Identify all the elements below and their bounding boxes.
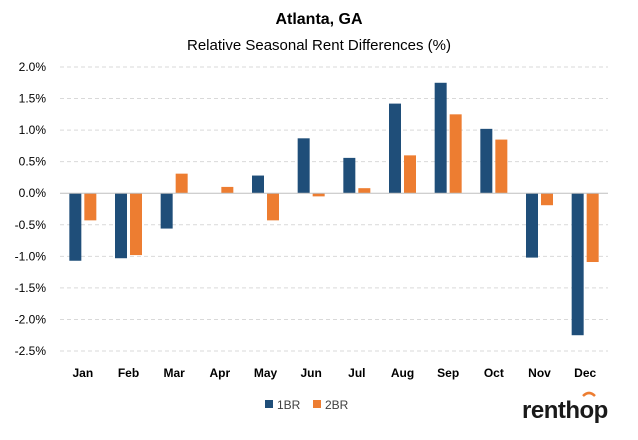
- x-tick-label: May: [254, 366, 278, 380]
- x-tick-label: Oct: [484, 366, 504, 380]
- bar-2br-jul: [358, 188, 371, 194]
- x-tick-label: Jan: [72, 366, 93, 380]
- x-tick-label: Apr: [209, 366, 230, 380]
- bars: [69, 82, 599, 336]
- y-tick-label: -2.0%: [15, 312, 47, 326]
- chart-title: Atlanta, GA: [275, 11, 363, 28]
- y-axis-ticks: 2.0% 1.5% 1.0% 0.5% 0.0% -0.5% -1.0% -1.5% -2.0%…: [15, 60, 47, 358]
- x-tick-label: Jun: [300, 366, 321, 380]
- legend-label: 1BR: [277, 398, 301, 412]
- bar-1br-jun: [297, 138, 310, 194]
- bar-1br-feb: [115, 193, 127, 259]
- bar-2br-nov: [541, 193, 553, 206]
- x-tick-label: Feb: [118, 366, 139, 380]
- chart-subtitle: Relative Seasonal Rent Differences (%): [187, 37, 451, 54]
- bar-1br-jul: [343, 157, 356, 194]
- bar-2br-jan: [84, 193, 97, 221]
- legend-swatch: [313, 400, 321, 408]
- y-tick-label: 2.0%: [19, 60, 47, 74]
- x-tick-label: Aug: [391, 366, 414, 380]
- bar-2br-oct: [495, 139, 508, 194]
- bar-2br-jun: [312, 193, 325, 197]
- bar-1br-dec: [571, 193, 584, 336]
- x-tick-label: Sep: [437, 366, 459, 380]
- bar-1br-may: [252, 175, 264, 194]
- y-tick-label: 0.5%: [19, 155, 47, 169]
- legend-swatch: [265, 400, 273, 408]
- bar-2br-may: [267, 193, 279, 221]
- y-tick-label: -2.5%: [15, 344, 47, 358]
- bar-1br-oct: [480, 128, 493, 194]
- logo-text: renthop: [522, 397, 608, 424]
- bar-2br-apr: [221, 186, 234, 194]
- renthop-logo: renthop: [522, 391, 608, 424]
- x-tick-label: Jul: [348, 366, 365, 380]
- bar-1br-sep: [434, 82, 447, 194]
- bar-2br-aug: [404, 155, 416, 194]
- bar-2br-mar: [175, 173, 188, 194]
- gridlines: [60, 66, 608, 352]
- bar-1br-nov: [526, 193, 538, 258]
- y-tick-label: -1.5%: [15, 281, 47, 295]
- x-tick-label: Mar: [163, 366, 185, 380]
- legend-label: 2BR: [325, 398, 349, 412]
- bar-1br-aug: [389, 103, 401, 194]
- y-tick-label: 1.0%: [19, 123, 47, 137]
- x-axis-ticks: Jan Feb Mar Apr May Jun Jul Aug Sep Oct Nov Dec: [72, 366, 596, 380]
- legend: 1BR 2BR: [265, 398, 349, 412]
- bar-2br-feb: [130, 193, 142, 256]
- y-tick-label: -0.5%: [15, 218, 47, 232]
- y-tick-label: 0.0%: [19, 186, 47, 200]
- bar-2br-sep: [449, 114, 462, 194]
- x-tick-label: Dec: [574, 366, 596, 380]
- bar-2br-dec: [586, 193, 599, 263]
- logo-arc-icon: [582, 391, 596, 397]
- x-tick-label: Nov: [528, 366, 551, 380]
- y-tick-label: -1.0%: [15, 249, 47, 263]
- y-tick-label: 1.5%: [19, 92, 47, 106]
- bar-1br-jan: [69, 193, 82, 261]
- bar-1br-mar: [160, 193, 173, 229]
